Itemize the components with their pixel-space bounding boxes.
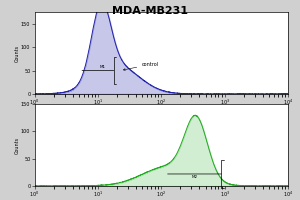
Text: MDA-MB231: MDA-MB231	[112, 6, 188, 16]
Text: M1: M1	[99, 65, 105, 69]
Y-axis label: Counts: Counts	[15, 44, 20, 62]
Y-axis label: Counts: Counts	[15, 136, 20, 154]
Text: M2: M2	[191, 175, 198, 179]
Text: control: control	[123, 62, 159, 70]
X-axis label: FL1-H: FL1-H	[154, 107, 168, 112]
